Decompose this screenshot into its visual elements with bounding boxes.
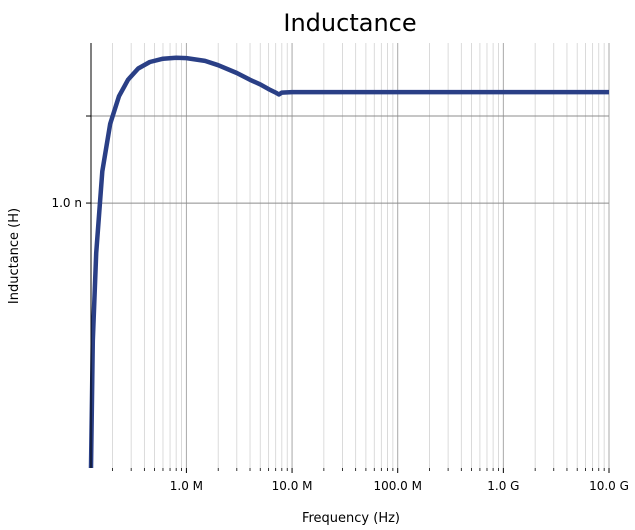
major-grid: [91, 43, 610, 468]
x-tick-label: 1.0 M: [170, 479, 203, 493]
x-tick-label: 10.0 M: [272, 479, 313, 493]
x-tick-label: 1.0 G: [487, 479, 519, 493]
x-axis-label: Frequency (Hz): [302, 511, 400, 526]
chart-title: Inductance: [283, 9, 416, 37]
x-tick-label: 100.0 M: [373, 479, 422, 493]
series-layer: [88, 55, 609, 469]
y-tick-label: 1.0 n: [51, 196, 82, 210]
y-axis-label: Inductance (H): [7, 208, 22, 304]
tick-layer: 1.0 M 10.0 M 100.0 M 1.0 G 10.0 G 1.0 n: [51, 115, 629, 493]
minor-grid: [112, 43, 605, 468]
inductance-series-line: [88, 55, 609, 469]
x-tick-label: 10.0 G: [589, 479, 629, 493]
